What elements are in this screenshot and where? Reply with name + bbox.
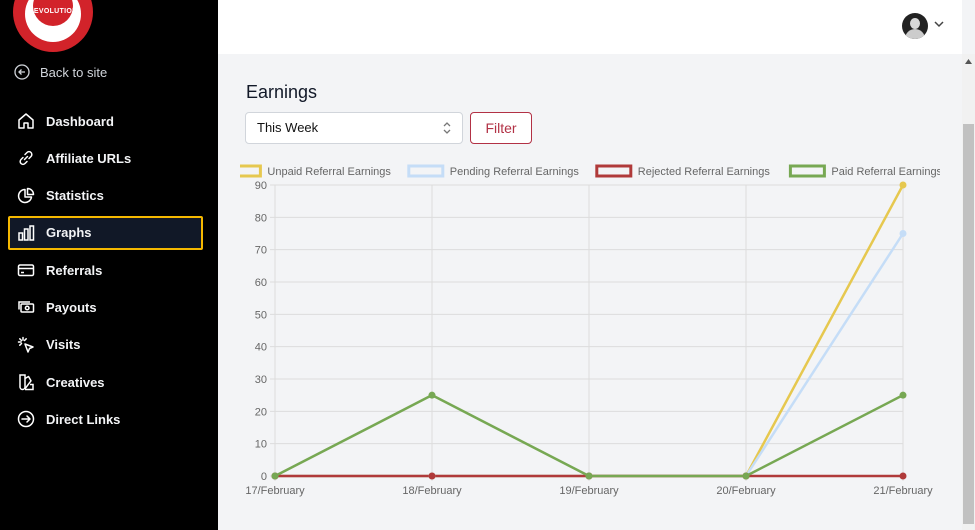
avatar-body	[905, 29, 925, 39]
filter-button[interactable]: Filter	[470, 112, 532, 144]
sidebar-item-creatives[interactable]: Creatives	[8, 365, 203, 399]
logo-text: REVOLUTION	[28, 8, 78, 15]
sidebar-item-label: Referrals	[46, 262, 103, 278]
legend-swatch	[407, 164, 445, 178]
avatar-face	[910, 18, 920, 29]
cash-icon	[18, 301, 35, 314]
sidebar-item-label: Creatives	[46, 374, 105, 390]
y-tick-label: 50	[255, 309, 267, 321]
y-tick-label: 40	[255, 342, 267, 354]
bar-chart-icon	[18, 225, 35, 241]
sidebar-item-referrals[interactable]: Referrals	[8, 253, 203, 287]
data-point	[899, 391, 907, 399]
page-title: Earnings	[246, 82, 318, 102]
data-point	[899, 230, 907, 237]
y-tick-label: 30	[255, 374, 267, 386]
earnings-chart: 0 10 20 30 40 50 60 70 80 90 17/February 18/Februar…	[240, 164, 940, 497]
sidebar-item-label: Affiliate URLs	[46, 150, 132, 166]
legend-label: Paid Referral Earnings	[831, 166, 940, 178]
legend-swatch	[788, 164, 826, 178]
y-tick-label: 0	[261, 471, 267, 483]
sidebar-item-graphs[interactable]: Graphs	[8, 215, 203, 250]
select-arrows-icon	[443, 122, 451, 134]
sidebar-item-label: Dashboard	[46, 113, 114, 129]
back-to-site-link[interactable]: Back to site	[14, 64, 107, 80]
x-tick-label: 17/February	[245, 485, 305, 497]
y-tick-label: 90	[255, 180, 267, 192]
y-tick-label: 60	[255, 277, 267, 289]
x-tick-label: 18/February	[402, 485, 462, 497]
x-tick-label: 21/February	[873, 485, 933, 497]
data-point	[428, 391, 436, 399]
period-select-value: This Week	[257, 120, 319, 135]
top-bar	[218, 0, 962, 54]
pie-chart-icon	[17, 187, 35, 203]
swatch-icon	[19, 374, 34, 391]
page-scrollbar[interactable]	[962, 54, 975, 530]
data-point	[899, 181, 907, 189]
sidebar-item-label: Visits	[46, 337, 81, 353]
sidebar-item-label: Graphs	[46, 225, 92, 241]
back-to-site-label: Back to site	[40, 64, 108, 80]
sidebar-item-payouts[interactable]: Payouts	[8, 290, 203, 324]
x-tick-label: 20/February	[716, 485, 776, 497]
logo-ring	[25, 0, 81, 42]
brand-logo[interactable]: REVOLUTION	[13, 0, 93, 52]
data-point	[899, 472, 907, 480]
y-tick-label: 10	[255, 439, 267, 451]
sidebar-nav: Dashboard Affiliate URLs Statistics Grap…	[8, 104, 203, 440]
y-tick-label: 20	[255, 406, 267, 418]
credit-card-icon	[17, 264, 35, 277]
data-point	[585, 472, 593, 480]
sidebar-item-statistics[interactable]: Statistics	[8, 179, 203, 213]
chevron-down-icon[interactable]	[934, 20, 944, 28]
sidebar-item-affiliate-urls[interactable]: Affiliate URLs	[8, 141, 203, 175]
sidebar-item-label: Statistics	[46, 188, 104, 204]
scrollbar-thumb[interactable]	[963, 124, 974, 524]
sidebar-item-direct-links[interactable]: Direct Links	[8, 402, 203, 436]
legend-swatch	[595, 164, 633, 178]
cursor-click-icon	[17, 336, 34, 353]
user-avatar[interactable]	[902, 13, 928, 39]
home-icon	[18, 113, 34, 129]
sidebar-item-label: Payouts	[46, 299, 97, 315]
legend-label: Pending Referral Earnings	[450, 166, 580, 178]
data-point	[428, 472, 436, 480]
sidebar-item-label: Direct Links	[46, 411, 121, 427]
link-icon	[19, 151, 33, 166]
legend-swatch	[240, 164, 262, 178]
y-tick-label: 70	[255, 245, 267, 257]
y-tick-label: 80	[255, 212, 267, 224]
period-select[interactable]: This Week	[245, 112, 463, 144]
sidebar-item-visits[interactable]: Visits	[8, 328, 203, 362]
legend-label: Rejected Referral Earnings	[638, 166, 771, 178]
arrow-circle-icon	[17, 411, 35, 428]
data-point	[271, 472, 279, 480]
sidebar: REVOLUTION Back to site Dashboard Affili…	[0, 0, 218, 530]
legend-label: Unpaid Referral Earnings	[267, 166, 391, 178]
arrow-left-circle-icon	[14, 64, 30, 80]
scroll-up-arrow-icon[interactable]	[965, 59, 972, 64]
x-tick-label: 19/February	[559, 485, 619, 497]
data-point	[742, 472, 750, 480]
sidebar-item-dashboard[interactable]: Dashboard	[8, 104, 203, 138]
